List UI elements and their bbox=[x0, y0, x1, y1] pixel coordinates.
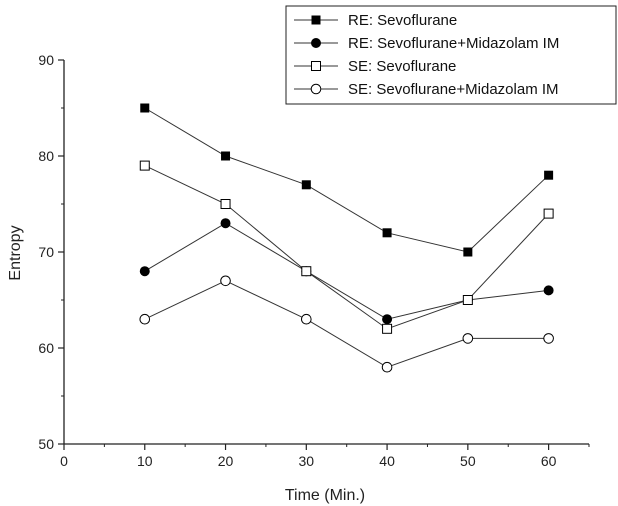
legend-item: SE: Sevoflurane+Midazolam IM bbox=[294, 81, 559, 98]
series-line bbox=[144, 222, 549, 320]
data-point bbox=[382, 323, 393, 334]
series-line bbox=[144, 107, 549, 253]
series-layer bbox=[139, 103, 554, 373]
y-tick-label: 60 bbox=[38, 340, 54, 356]
x-axis-title: Time (Min.) bbox=[285, 487, 365, 504]
data-point bbox=[382, 228, 392, 238]
axes: 0 10 20 30 40 50 60 50 60 70 80 90 bbox=[38, 52, 590, 469]
legend-item: RE: Sevoflurane+Midazolam IM bbox=[294, 35, 559, 52]
legend-marker bbox=[311, 38, 321, 48]
data-point bbox=[382, 314, 393, 325]
data-point bbox=[301, 313, 312, 325]
data-point bbox=[139, 266, 150, 277]
y-tick-label: 70 bbox=[38, 244, 54, 260]
legend-marker bbox=[310, 83, 322, 95]
y-tick-label: 50 bbox=[38, 436, 54, 452]
legend-label: RE: Sevoflurane bbox=[348, 12, 457, 29]
legend: RE: Sevoflurane RE: Sevoflurane+Midazolam… bbox=[285, 5, 617, 105]
data-point bbox=[381, 361, 393, 373]
series-1 bbox=[140, 103, 554, 257]
data-point bbox=[140, 103, 150, 113]
legend-label: RE: Sevoflurane+Midazolam IM bbox=[348, 35, 559, 52]
data-point bbox=[543, 333, 554, 344]
data-point bbox=[543, 208, 554, 219]
data-point bbox=[543, 285, 554, 296]
x-tick-label: 20 bbox=[218, 453, 234, 469]
legend-box bbox=[285, 5, 617, 105]
data-point bbox=[221, 151, 231, 161]
series-3 bbox=[139, 160, 554, 334]
data-point bbox=[462, 295, 473, 305]
legend-item: SE: Sevoflurane bbox=[294, 58, 456, 75]
legend-item: RE: Sevoflurane bbox=[294, 12, 457, 29]
x-tick-label: 0 bbox=[60, 453, 68, 469]
legend-label: SE: Sevoflurane bbox=[348, 58, 456, 75]
data-point bbox=[139, 313, 151, 325]
x-tick-label: 60 bbox=[541, 453, 557, 469]
legend-marker bbox=[311, 15, 321, 25]
data-point bbox=[301, 180, 311, 190]
y-tick-label: 90 bbox=[38, 52, 54, 68]
data-point bbox=[220, 199, 231, 209]
y-axis-title: Entropy bbox=[7, 225, 24, 280]
series-2 bbox=[139, 218, 554, 325]
data-point bbox=[462, 333, 474, 344]
y-tick-label: 80 bbox=[38, 148, 54, 164]
x-tick-label: 40 bbox=[379, 453, 395, 469]
legend-marker bbox=[311, 61, 321, 71]
series-line bbox=[144, 280, 549, 368]
data-point bbox=[301, 266, 312, 277]
data-point bbox=[544, 170, 554, 180]
data-point bbox=[463, 247, 473, 257]
series-line bbox=[144, 165, 549, 330]
series-4 bbox=[139, 275, 554, 373]
data-point bbox=[220, 218, 231, 229]
x-tick-label: 10 bbox=[137, 453, 153, 469]
data-point bbox=[139, 160, 150, 171]
x-tick-label: 30 bbox=[299, 453, 315, 469]
data-point bbox=[220, 275, 231, 287]
legend-label: SE: Sevoflurane+Midazolam IM bbox=[348, 81, 559, 98]
x-tick-label: 50 bbox=[460, 453, 476, 469]
